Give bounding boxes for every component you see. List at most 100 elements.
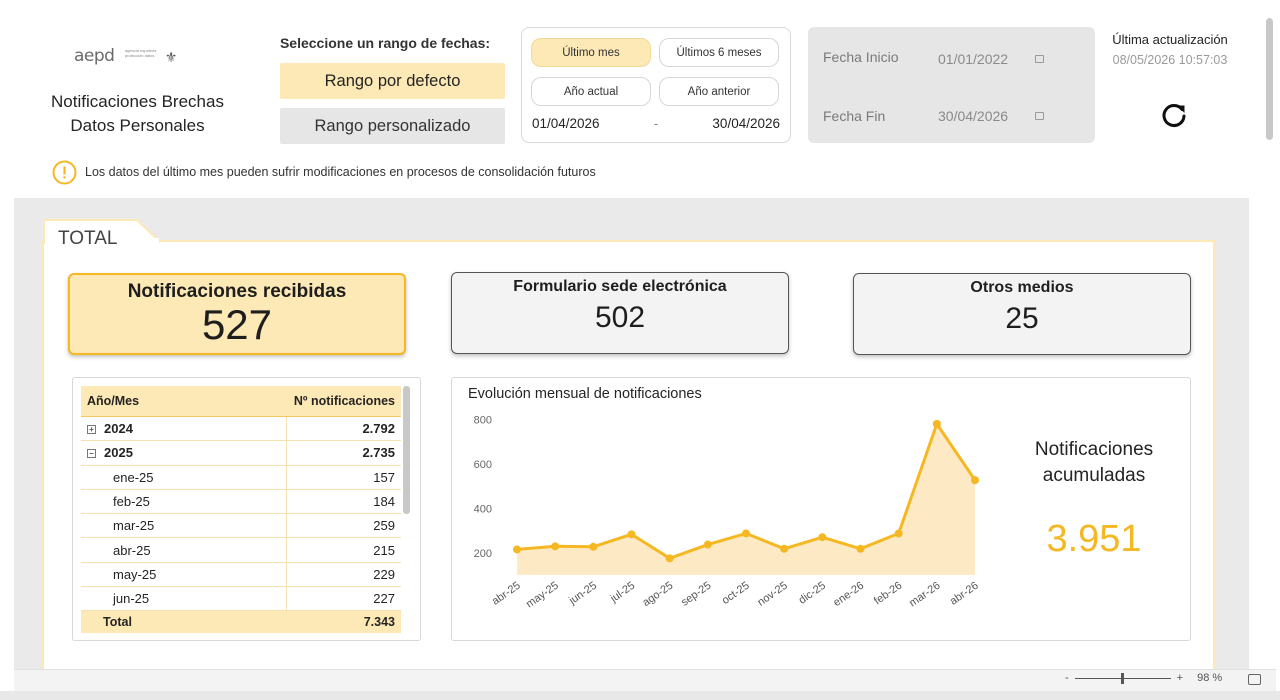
collapse-icon[interactable]: − <box>87 449 96 459</box>
zoom-in-button[interactable]: + <box>1176 672 1184 684</box>
kpi-electronic-form: Formulario sede electrónica 502 <box>451 272 789 354</box>
table-row[interactable]: feb-25 184 <box>81 489 401 515</box>
tab-total[interactable]: TOTAL <box>58 228 118 249</box>
month-value: 259 <box>286 514 401 538</box>
table-row[interactable]: mar-25 259 <box>81 514 401 539</box>
report-title: Notificaciones Brechas Datos Personales <box>51 92 224 135</box>
month-value: 229 <box>286 562 401 587</box>
data-point-sep-25[interactable] <box>703 540 712 549</box>
data-point-dic-25[interactable] <box>818 533 827 542</box>
date-filter-box: Fecha Inicio 01/01/2022 Fecha Fin 30/04/… <box>808 27 1095 143</box>
kpi-value: 502 <box>594 301 646 334</box>
year-value: 2.735 <box>286 441 401 465</box>
selected-range: 01/04/2026 - 30/04/2026 <box>532 116 780 131</box>
default-range-button[interactable]: Rango por defecto <box>280 63 505 99</box>
refresh-icon[interactable] <box>1158 100 1190 132</box>
aepd-logo: aepd agencia española protección datos ⚜ <box>74 46 184 74</box>
x-tick-label: sep-25 <box>679 580 713 609</box>
bottom-bar <box>0 691 1280 700</box>
x-tick-label: feb-26 <box>872 580 904 608</box>
zoom-level: 98 % <box>1197 672 1223 684</box>
data-point-may-25[interactable] <box>551 542 560 551</box>
data-point-oct-25[interactable] <box>742 529 750 538</box>
status-bar <box>14 669 1276 691</box>
table-header: Año/Mes Nº notificaciones <box>81 386 401 417</box>
calendar-icon[interactable] <box>1035 112 1044 120</box>
column-header-year-month[interactable]: Año/Mes <box>87 394 140 408</box>
data-point-abr-26[interactable] <box>971 476 979 485</box>
last-6-months-button[interactable]: Últimos 6 meses <box>659 38 779 67</box>
y-tick-label: 200 <box>474 548 492 560</box>
data-point-ago-25[interactable] <box>665 554 674 563</box>
kpi-title: Notificaciones recibidas <box>127 281 347 302</box>
current-year-button[interactable]: Año actual <box>531 77 651 106</box>
kpi-title: Formulario sede electrónica <box>513 278 727 295</box>
column-header-count[interactable]: Nº notificaciones <box>293 394 395 408</box>
data-point-jul-25[interactable] <box>627 530 636 539</box>
data-point-mar-26[interactable] <box>932 419 941 428</box>
expand-icon[interactable]: + <box>87 425 96 435</box>
logo-subtext: agencia española protección datos <box>125 48 157 58</box>
fit-to-page-icon[interactable] <box>1248 674 1261 685</box>
table-row[interactable]: abr-25 215 <box>81 538 401 563</box>
x-tick-label: ene-26 <box>831 580 866 609</box>
table-row[interactable]: +2024 2.792 <box>81 417 401 442</box>
calendar-icon[interactable] <box>1035 55 1044 63</box>
accumulated-value: 3.951 <box>1046 518 1142 560</box>
table-row[interactable]: −2025 2.735 <box>81 441 401 466</box>
previous-year-button[interactable]: Año anterior <box>659 77 779 106</box>
data-point-feb-26[interactable] <box>894 529 903 538</box>
month-value: 157 <box>286 465 401 489</box>
custom-range-button[interactable]: Rango personalizado <box>280 108 505 144</box>
notice-text: Los datos del último mes pueden sufrir m… <box>85 165 596 179</box>
table-row[interactable]: jun-25 227 <box>81 587 401 612</box>
total-value: 7.343 <box>363 615 395 630</box>
kpi-other-means: Otros medios 25 <box>853 273 1191 355</box>
table-row[interactable]: ene-25 157 <box>81 465 401 490</box>
start-date-field[interactable]: 01/01/2022 <box>938 51 1009 67</box>
accumulated-label: Notificaciones acumuladas <box>1034 439 1154 486</box>
logo-text: aepd <box>74 46 115 66</box>
x-tick-label: jul-25 <box>607 580 637 606</box>
y-tick-label: 800 <box>474 414 492 426</box>
range-from: 01/04/2026 <box>532 116 600 131</box>
monthly-chart-card <box>451 377 1191 641</box>
x-tick-label: abr-26 <box>948 580 981 608</box>
kpi-value: 527 <box>201 301 273 348</box>
page-scrollbar[interactable] <box>1266 18 1273 140</box>
zoom-control[interactable]: - + 98 % <box>1065 672 1222 684</box>
area-fill <box>517 423 975 575</box>
x-tick-label: ago-25 <box>640 580 675 609</box>
total-label: Total <box>103 615 132 630</box>
data-point-nov-25[interactable] <box>780 544 789 553</box>
month-label: may-25 <box>113 566 157 582</box>
monthly-area-chart[interactable]: 200 400 600 800 abr-25 may-25 jun-25 jul-25 ago… <box>452 400 992 620</box>
last-month-button[interactable]: Último mes <box>531 38 651 67</box>
x-tick-label: dic-25 <box>797 580 828 607</box>
data-point-ene-26[interactable] <box>856 544 865 553</box>
range-separator: - <box>653 116 659 131</box>
info-icon <box>52 160 77 185</box>
end-date-label: Fecha Fin <box>823 108 886 124</box>
month-label: mar-25 <box>113 518 155 534</box>
table-scrollbar[interactable] <box>403 386 410 514</box>
zoom-slider-thumb[interactable] <box>1120 672 1124 684</box>
end-date-field[interactable]: 30/04/2026 <box>938 108 1009 124</box>
year-label: 2024 <box>104 421 133 437</box>
zoom-slider[interactable] <box>1074 672 1171 684</box>
data-point-jun-25[interactable] <box>589 542 598 551</box>
month-value: 184 <box>286 489 401 514</box>
month-label: ene-25 <box>113 469 154 485</box>
year-value: 2.792 <box>286 417 401 441</box>
notifications-table: Año/Mes Nº notificaciones +2024 2.792 −2… <box>72 377 421 641</box>
x-tick-label: mar-26 <box>907 580 942 610</box>
kpi-value: 25 <box>1005 302 1039 335</box>
start-date-label: Fecha Inicio <box>823 49 899 65</box>
x-tick-label: jun-25 <box>566 580 599 608</box>
range-to: 30/04/2026 <box>712 116 780 131</box>
table-row[interactable]: may-25 229 <box>81 562 401 588</box>
y-tick-label: 600 <box>474 459 492 471</box>
data-point-abr-25[interactable] <box>513 545 521 554</box>
zoom-out-button[interactable]: - <box>1065 672 1069 684</box>
month-value: 215 <box>286 538 401 562</box>
